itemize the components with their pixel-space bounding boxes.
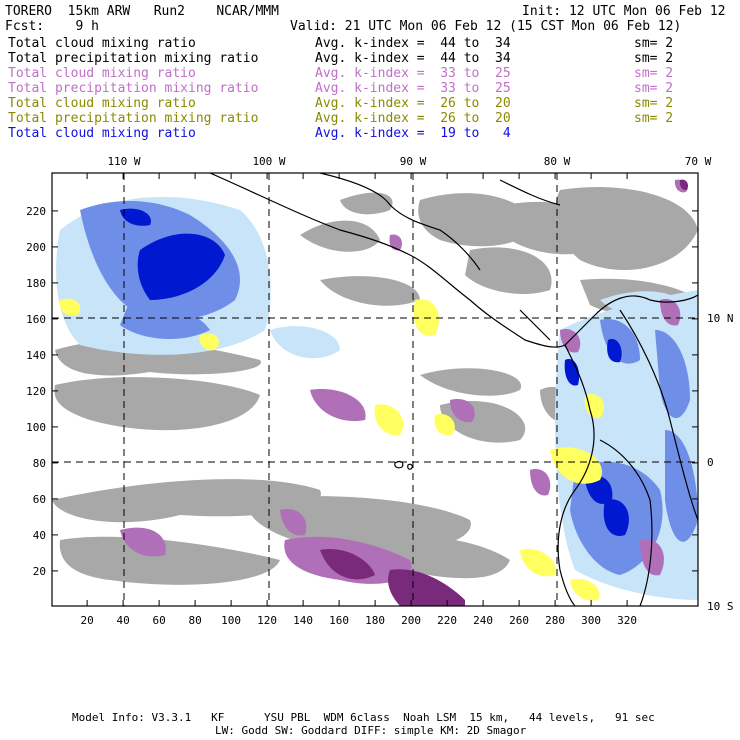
- axis-label: 100 W: [252, 155, 285, 168]
- axis-label: 80 W: [544, 155, 571, 168]
- legend-smoothing: sm= 2: [634, 81, 674, 96]
- axis-label: 280: [545, 614, 565, 627]
- coastlines: [209, 173, 698, 606]
- model-title: TORERO 15km ARW Run2 NCAR/MMM: [5, 4, 279, 19]
- dark-blue-cloud-regions: [120, 208, 629, 536]
- legend-kindex-range: Avg. k-index = 33 to 25: [315, 81, 511, 96]
- cloud-field: [52, 179, 698, 606]
- legend-kindex-range: Avg. k-index = 33 to 25: [315, 66, 511, 81]
- tick-marks: [52, 173, 698, 606]
- legend-field-label: Total cloud mixing ratio: [8, 126, 196, 141]
- legend-kindex-range: Avg. k-index = 26 to 20: [315, 96, 511, 111]
- valid-time: Valid: 21 UTC Mon 06 Feb 12 (15 CST Mon …: [290, 19, 682, 34]
- axis-label: 240: [473, 614, 493, 627]
- axis-label: 120: [26, 385, 46, 398]
- axis-label: 40: [116, 614, 129, 627]
- axis-label: 70 W: [685, 155, 712, 168]
- init-time: Init: 12 UTC Mon 06 Feb 12: [522, 4, 726, 19]
- axis-label: 90 W: [400, 155, 427, 168]
- legend-field-label: Total cloud mixing ratio: [8, 36, 196, 51]
- axis-label: 140: [26, 349, 46, 362]
- legend-smoothing: sm= 2: [634, 51, 674, 66]
- model-info: Model Info: V3.3.1 KF YSU PBL WDM 6class…: [72, 711, 655, 724]
- axis-label: 220: [437, 614, 457, 627]
- axis-label: 10 N: [707, 312, 734, 325]
- axis-label: 100: [26, 421, 46, 434]
- purple-cloud-regions: [320, 179, 689, 606]
- grid-lines: [52, 173, 698, 606]
- axis-label: 20: [33, 565, 46, 578]
- axis-label: 110 W: [107, 155, 140, 168]
- axis-label: 300: [581, 614, 601, 627]
- legend-smoothing: sm= 2: [634, 36, 674, 51]
- gray-cloud-regions: [52, 186, 698, 585]
- axis-label: 260: [509, 614, 529, 627]
- axis-label: 140: [293, 614, 313, 627]
- legend-field-label: Total cloud mixing ratio: [8, 96, 196, 111]
- axis-label: 200: [401, 614, 421, 627]
- axis-label: 120: [257, 614, 277, 627]
- forecast-hour: Fcst: 9 h: [5, 19, 99, 34]
- legend-field-label: Total precipitation mixing ratio: [8, 51, 259, 66]
- axis-label: 80: [188, 614, 201, 627]
- axis-label: 60: [33, 493, 46, 506]
- legend-smoothing: sm= 2: [634, 111, 674, 126]
- axis-label: 0: [707, 456, 714, 469]
- legend-field-label: Total precipitation mixing ratio: [8, 81, 259, 96]
- legend-smoothing: sm= 2: [634, 66, 674, 81]
- axis-label: 40: [33, 529, 46, 542]
- axis-label: 60: [152, 614, 165, 627]
- legend-kindex-range: Avg. k-index = 44 to 34: [315, 51, 511, 66]
- legend-field-label: Total precipitation mixing ratio: [8, 111, 259, 126]
- legend-kindex-range: Avg. k-index = 26 to 20: [315, 111, 511, 126]
- axis-label: 180: [365, 614, 385, 627]
- axis-label: 200: [26, 241, 46, 254]
- legend-kindex-range: Avg. k-index = 19 to 4: [315, 126, 511, 141]
- axis-label: 10 S: [707, 600, 734, 613]
- axis-label: 180: [26, 277, 46, 290]
- axis-label: 160: [329, 614, 349, 627]
- legend-kindex-range: Avg. k-index = 44 to 34: [315, 36, 511, 51]
- legend-smoothing: sm= 2: [634, 96, 674, 111]
- physics-info: LW: Godd SW: Goddard DIFF: simple KM: 2D…: [215, 724, 527, 737]
- axis-label: 20: [80, 614, 93, 627]
- axis-label: 80: [33, 457, 46, 470]
- axis-label: 160: [26, 313, 46, 326]
- legend-field-label: Total cloud mixing ratio: [8, 66, 196, 81]
- axis-label: 100: [221, 614, 241, 627]
- yellow-cloud-regions: [59, 298, 605, 601]
- axis-label: 220: [26, 205, 46, 218]
- axis-label: 320: [617, 614, 637, 627]
- tick-labels: 20 40 60 80 100 120 140 160 180 200 220 240 260 280 30…: [26, 155, 733, 627]
